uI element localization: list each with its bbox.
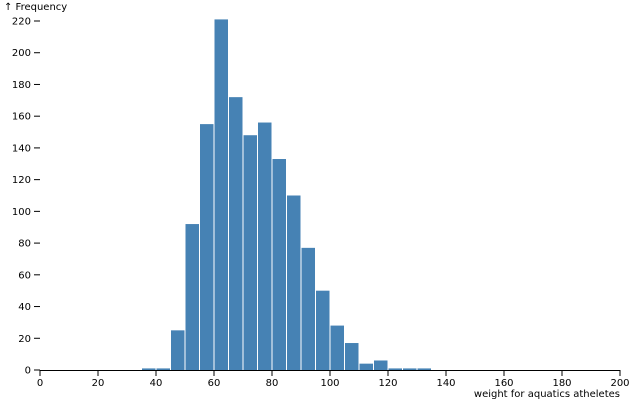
- histogram-bar: [316, 290, 330, 370]
- histogram-bar: [185, 224, 199, 370]
- histogram-bar: [359, 363, 373, 370]
- histogram-bar: [301, 247, 315, 370]
- histogram-bar: [345, 343, 359, 370]
- x-tick-label: 140: [436, 378, 455, 389]
- histogram-bar: [374, 360, 388, 370]
- y-tick-label: 220: [12, 17, 31, 28]
- y-tick-label: 100: [12, 207, 31, 218]
- x-tick-label: 100: [320, 378, 339, 389]
- x-tick-label: 60: [208, 378, 221, 389]
- histogram-bar: [200, 124, 214, 370]
- histogram-bars: [142, 19, 431, 371]
- y-tick-label: 140: [12, 143, 31, 154]
- x-tick-label: 80: [266, 378, 279, 389]
- x-tick-label: 120: [378, 378, 397, 389]
- x-tick-label: 200: [610, 378, 629, 389]
- histogram-bar: [330, 325, 344, 370]
- y-tick-label: 60: [18, 270, 31, 281]
- histogram-bar: [272, 159, 286, 370]
- histogram-bar: [214, 19, 228, 371]
- x-axis-title: weight for aquatics atheletes: [474, 389, 620, 400]
- histogram-bar: [403, 368, 417, 370]
- x-tick-label: 20: [92, 378, 105, 389]
- histogram-bar: [417, 368, 431, 370]
- histogram-bar: [229, 97, 243, 371]
- histogram-bar: [388, 368, 402, 370]
- y-tick-label: 20: [18, 334, 31, 345]
- x-tick-label: 160: [494, 378, 513, 389]
- x-tick-label: 180: [552, 378, 571, 389]
- y-axis: 0 20 40 60 80 100 120 140 160 180 200 220: [12, 17, 40, 377]
- histogram-bar: [156, 368, 170, 370]
- histogram-bar: [243, 135, 257, 370]
- x-axis: 0 20 40 60 80 100 120 140 160 180 200: [37, 370, 630, 389]
- y-axis-title: ↑ Frequency: [4, 2, 67, 13]
- histogram-bar: [142, 368, 156, 370]
- y-tick-label: 180: [12, 80, 31, 91]
- histogram-bar: [258, 122, 272, 370]
- y-tick-label: 80: [18, 239, 31, 250]
- x-tick-label: 40: [150, 378, 163, 389]
- y-tick-label: 0: [25, 366, 31, 377]
- y-tick-label: 160: [12, 112, 31, 123]
- x-tick-label: 0: [37, 378, 43, 389]
- y-tick-label: 200: [12, 48, 31, 59]
- histogram-bar: [171, 330, 185, 370]
- histogram-bar: [287, 195, 301, 370]
- y-tick-label: 40: [18, 302, 31, 313]
- y-tick-label: 120: [12, 175, 31, 186]
